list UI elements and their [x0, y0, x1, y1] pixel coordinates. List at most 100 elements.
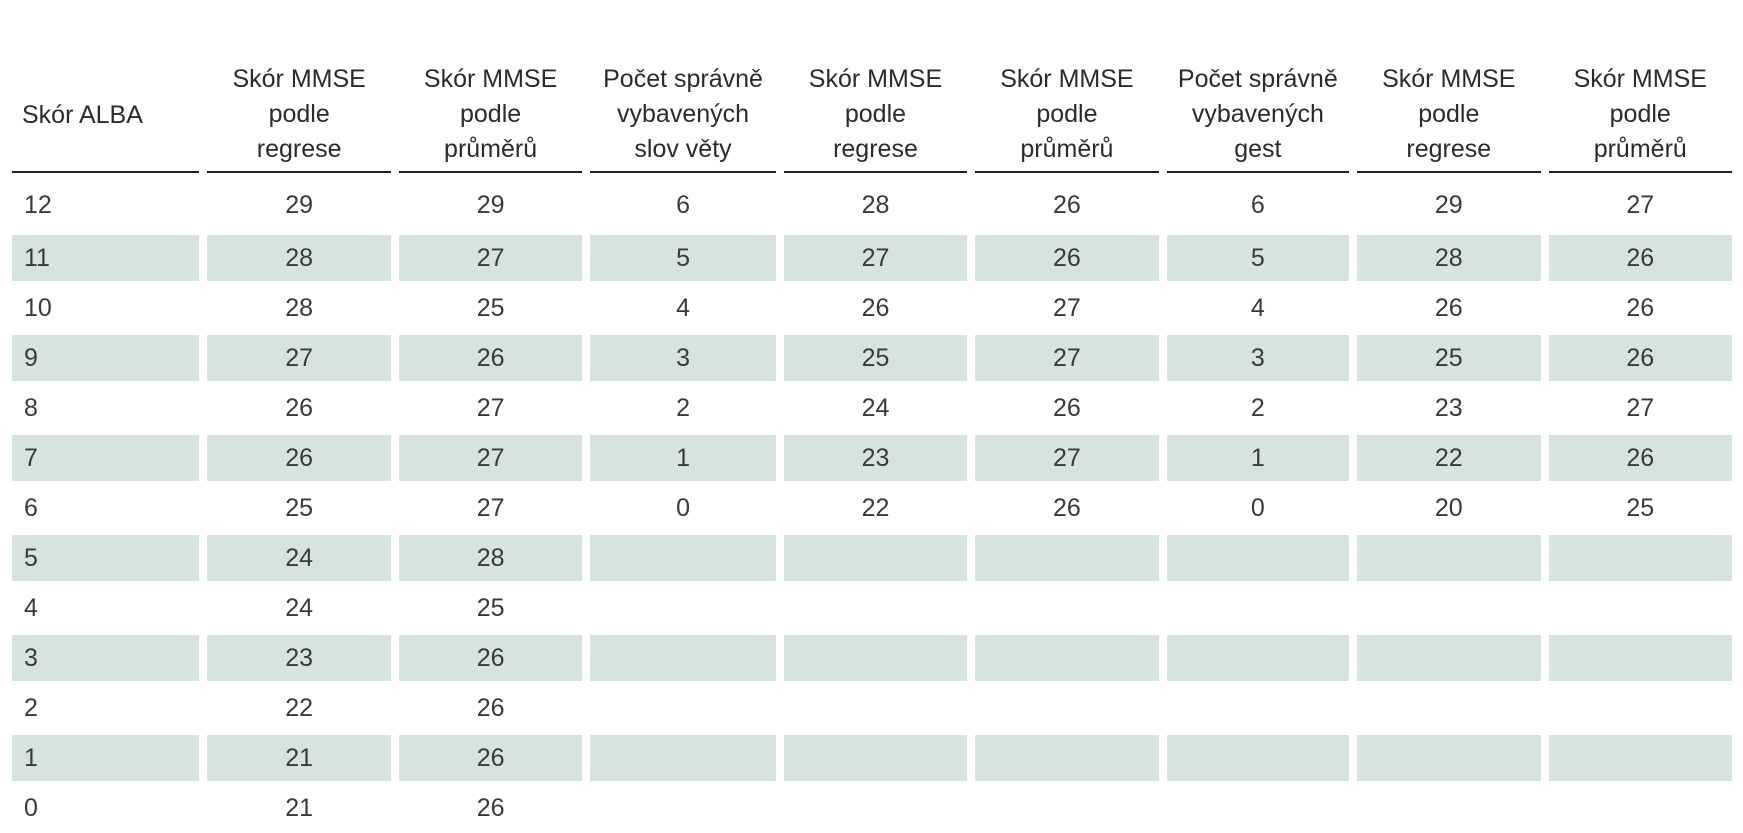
table-cell: 23 — [1357, 383, 1541, 433]
table-cell: 26 — [207, 433, 391, 483]
column-header-line: regrese — [833, 135, 918, 163]
table-cell: 26 — [398, 683, 583, 733]
table-cell: 3 — [590, 333, 776, 383]
table-cell: 26 — [398, 783, 583, 833]
table-cell: 3 — [1166, 333, 1350, 383]
column-header-line: podle — [1036, 100, 1098, 128]
column-header-8: Skór MMSE podle průměrů — [1548, 28, 1732, 173]
table-cell: 21 — [207, 783, 391, 833]
table-row: 1 21 26 — [12, 733, 1732, 783]
row-label-cell: 11 — [12, 233, 200, 283]
table-cell: 26 — [1548, 333, 1732, 383]
column-header-line: regrese — [256, 135, 342, 163]
table-cell: 27 — [975, 433, 1159, 483]
table-cell — [1357, 633, 1541, 683]
table-cell: 25 — [398, 283, 583, 333]
row-label-cell: 1 — [12, 733, 200, 783]
table-cell: 22 — [1357, 433, 1541, 483]
table-cell — [783, 733, 968, 783]
table-cell: 26 — [1548, 283, 1732, 333]
table-cell — [1166, 733, 1350, 783]
table-cell: 25 — [1548, 483, 1732, 533]
column-header-line: gest — [1234, 135, 1282, 163]
table-cell: 26 — [1548, 233, 1732, 283]
column-header-line: Skór ALBA — [22, 101, 143, 129]
column-header-3: Počet správně vybavených slov věty — [590, 28, 776, 173]
table-cell: 27 — [975, 333, 1159, 383]
table-cell: 0 — [590, 483, 776, 533]
column-header-7: Skór MMSE podle regrese — [1357, 28, 1541, 173]
table-row: 6 25 27 0 22 26 0 20 25 — [12, 483, 1732, 533]
table-cell — [783, 633, 968, 683]
table-row: 3 23 26 — [12, 633, 1732, 683]
table-cell — [975, 783, 1159, 833]
table-cell: 20 — [1357, 483, 1541, 533]
table-cell — [975, 633, 1159, 683]
table-cell — [1548, 683, 1732, 733]
table-cell: 26 — [1357, 283, 1541, 333]
row-label-cell: 7 — [12, 433, 200, 483]
table-cell — [590, 633, 776, 683]
table-row: 12 29 29 6 28 26 6 29 27 — [12, 173, 1732, 233]
column-header-line: Skór MMSE — [1000, 65, 1134, 93]
table-cell: 24 — [207, 533, 391, 583]
table-cell: 26 — [398, 333, 583, 383]
data-table-container: Skór ALBA Skór MMSE podle regrese Skór MMSE p… — [12, 28, 1732, 833]
table-row: 9 27 26 3 25 27 3 25 26 — [12, 333, 1732, 383]
table-cell — [1357, 733, 1541, 783]
table-cell: 25 — [398, 583, 583, 633]
table-cell: 25 — [783, 333, 968, 383]
table-cell — [1166, 633, 1350, 683]
table-cell: 1 — [590, 433, 776, 483]
row-label-cell: 2 — [12, 683, 200, 733]
table-cell: 6 — [1166, 173, 1350, 233]
table-cell: 6 — [590, 173, 776, 233]
table-cell — [1166, 533, 1350, 583]
column-header-1: Skór MMSE podle regrese — [207, 28, 391, 173]
table-cell: 22 — [207, 683, 391, 733]
table-cell: 29 — [1357, 173, 1541, 233]
table-row: 0 21 26 — [12, 783, 1732, 833]
table-cell — [975, 733, 1159, 783]
table-cell — [975, 683, 1159, 733]
table-cell: 25 — [207, 483, 391, 533]
table-cell: 27 — [398, 483, 583, 533]
table-cell: 29 — [207, 173, 391, 233]
table-cell: 4 — [1166, 283, 1350, 333]
table-cell: 28 — [207, 233, 391, 283]
table-cell — [1548, 733, 1732, 783]
column-header-line: podle — [268, 100, 330, 128]
row-label-cell: 12 — [12, 173, 200, 233]
table-cell: 21 — [207, 733, 391, 783]
column-header-line: podle — [1418, 100, 1480, 128]
table-cell: 26 — [975, 383, 1159, 433]
table-cell — [783, 583, 968, 633]
table-cell: 26 — [398, 733, 583, 783]
row-label-cell: 3 — [12, 633, 200, 683]
table-cell: 2 — [590, 383, 776, 433]
table-cell — [1357, 583, 1541, 633]
table-cell: 24 — [207, 583, 391, 633]
column-header-line: Počet správně — [1177, 65, 1338, 93]
table-cell — [590, 783, 776, 833]
column-header-line: vybavených — [1191, 100, 1324, 128]
table-cell — [1166, 683, 1350, 733]
table-cell: 2 — [1166, 383, 1350, 433]
table-cell: 28 — [1357, 233, 1541, 283]
table-row: 11 28 27 5 27 26 5 28 26 — [12, 233, 1732, 283]
table-cell — [590, 583, 776, 633]
table-cell: 26 — [207, 383, 391, 433]
header-row: Skór ALBA Skór MMSE podle regrese Skór MMSE p… — [12, 28, 1732, 173]
column-header-2: Skór MMSE podle průměrů — [398, 28, 583, 173]
table-cell: 5 — [590, 233, 776, 283]
table-cell: 1 — [1166, 433, 1350, 483]
column-header-line: průměrů — [1593, 135, 1687, 163]
table-cell: 28 — [783, 173, 968, 233]
column-header-0: Skór ALBA — [12, 28, 200, 173]
table-cell: 27 — [398, 383, 583, 433]
table-cell: 26 — [1548, 433, 1732, 483]
table-cell: 25 — [1357, 333, 1541, 383]
column-header-4: Skór MMSE podle regrese — [783, 28, 968, 173]
row-label-cell: 4 — [12, 583, 200, 633]
row-label-cell: 9 — [12, 333, 200, 383]
